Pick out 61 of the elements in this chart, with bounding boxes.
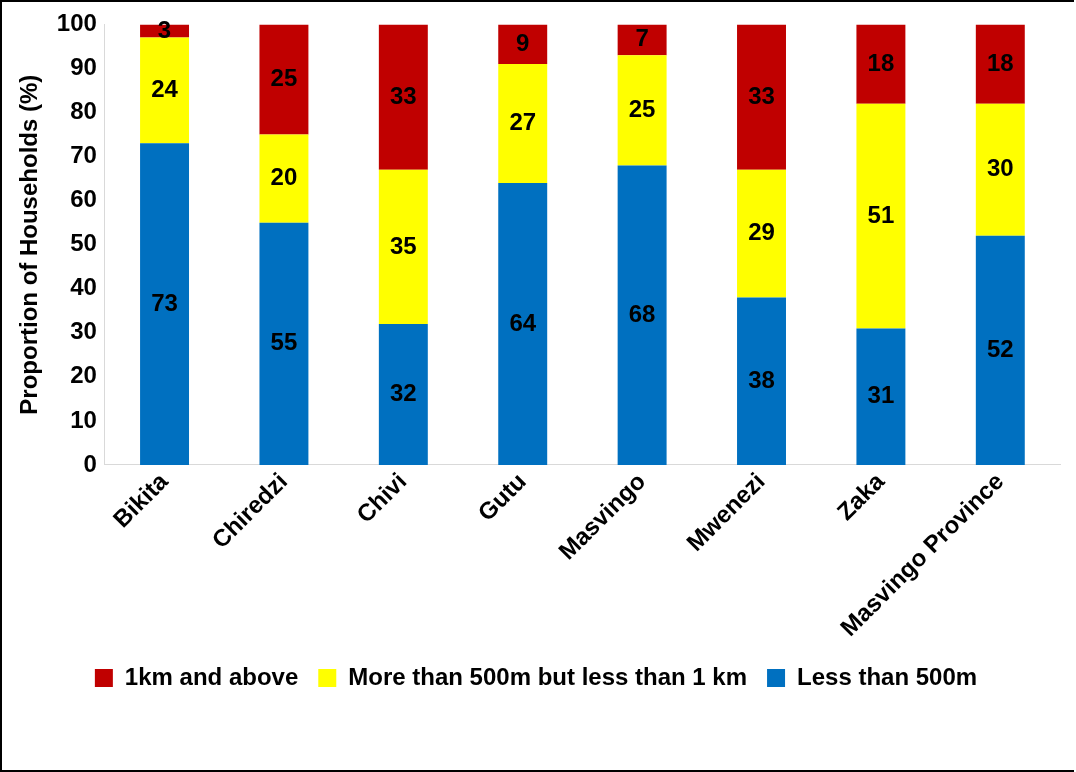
data-label: 18: [986, 48, 1014, 76]
bar: [617, 55, 667, 166]
bar: [498, 24, 548, 65]
legend-label: Less than 500m: [797, 662, 978, 690]
bar: [737, 169, 786, 298]
legend-label: More than 500m but less than 1 km: [348, 662, 748, 690]
bar: [140, 143, 190, 465]
bar: [856, 24, 906, 104]
data-label: 27: [509, 108, 537, 136]
y-axis-title: Proportion of Households (%): [15, 74, 43, 415]
data-label: 33: [389, 81, 417, 109]
data-label: 55: [270, 328, 298, 356]
data-label: 7: [635, 24, 649, 52]
data-label: 18: [867, 48, 895, 76]
y-tick-label: 50: [70, 229, 97, 257]
y-tick-label: 90: [70, 53, 97, 81]
y-tick-label: 60: [70, 185, 97, 213]
data-label: 24: [151, 75, 179, 103]
y-tick-label: 100: [56, 9, 97, 37]
data-label: 9: [516, 28, 530, 56]
data-label: 51: [867, 200, 895, 228]
bar: [498, 64, 548, 184]
y-tick-label: 20: [70, 361, 97, 389]
bar: [378, 323, 428, 465]
data-label: 29: [748, 218, 775, 246]
bar: [378, 24, 428, 170]
bar: [498, 183, 548, 465]
data-label: 35: [389, 231, 417, 259]
data-label: 52: [986, 335, 1014, 363]
data-label: 73: [151, 288, 178, 316]
bar: [378, 169, 428, 324]
bar: [140, 37, 190, 144]
data-label: 33: [748, 81, 775, 109]
bar: [259, 134, 309, 223]
bar: [617, 165, 667, 465]
bar: [975, 235, 1025, 465]
data-label: 32: [389, 379, 417, 407]
legend-label: 1km and above: [124, 662, 299, 690]
y-tick-label: 40: [70, 273, 97, 301]
bar: [617, 24, 667, 56]
data-label: 20: [270, 163, 298, 191]
data-label: 25: [270, 64, 298, 92]
bar: [975, 24, 1025, 104]
bar: [856, 328, 906, 465]
y-tick-label: 80: [70, 97, 97, 125]
y-tick-label: 10: [70, 405, 97, 433]
y-tick-label: 70: [70, 141, 97, 169]
bar: [259, 222, 309, 465]
bar: [259, 24, 309, 135]
bar: [737, 24, 786, 170]
data-label: 68: [628, 299, 656, 327]
data-label: 31: [867, 381, 895, 409]
y-tick-label: 30: [70, 317, 97, 345]
data-label: 30: [986, 154, 1014, 182]
bar: [975, 103, 1025, 236]
bar: [737, 297, 786, 465]
data-label: 25: [628, 94, 656, 122]
data-label: 64: [509, 308, 537, 336]
bar: [856, 103, 906, 329]
data-label: 38: [748, 365, 775, 393]
y-tick-label: 0: [83, 449, 97, 477]
